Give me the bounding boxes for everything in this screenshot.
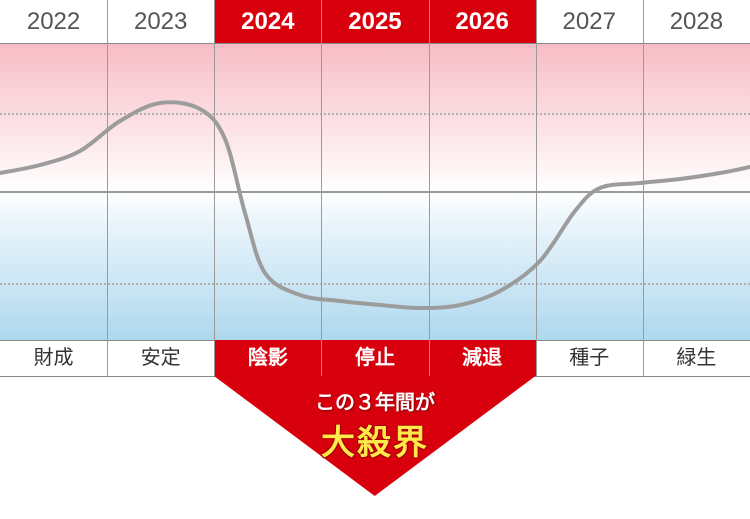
year-cell: 2027 [536,0,643,43]
callout-line1: この３年間が [214,386,535,415]
year-cell: 2024 [214,0,321,43]
period-label-cell: 陰影 [214,340,321,376]
period-label-cell: 種子 [536,340,643,376]
callout-text: この３年間が 大殺界 [214,386,535,464]
year-cell: 2023 [107,0,214,43]
column-divider-full [429,0,430,376]
column-divider-full [107,0,108,376]
year-cell: 2026 [429,0,536,43]
period-label-cell: 安定 [107,340,214,376]
column-divider-full [214,0,215,376]
header-divider [0,43,750,44]
year-cell: 2022 [0,0,107,43]
fortune-chart: 2022202320242025202620272028 財成安定陰影停止減退種… [0,0,750,519]
plot-area [0,43,750,340]
period-label-cell: 緑生 [643,340,750,376]
column-divider-full [643,0,644,376]
period-label-cell: 停止 [321,340,428,376]
year-cell: 2025 [321,0,428,43]
column-divider-full [321,0,322,376]
fortune-curve [0,43,750,340]
column-divider-full [536,0,537,376]
callout-line2: 大殺界 [214,415,535,464]
period-label-cell: 減退 [429,340,536,376]
year-cell: 2028 [643,0,750,43]
period-label-cell: 財成 [0,340,107,376]
